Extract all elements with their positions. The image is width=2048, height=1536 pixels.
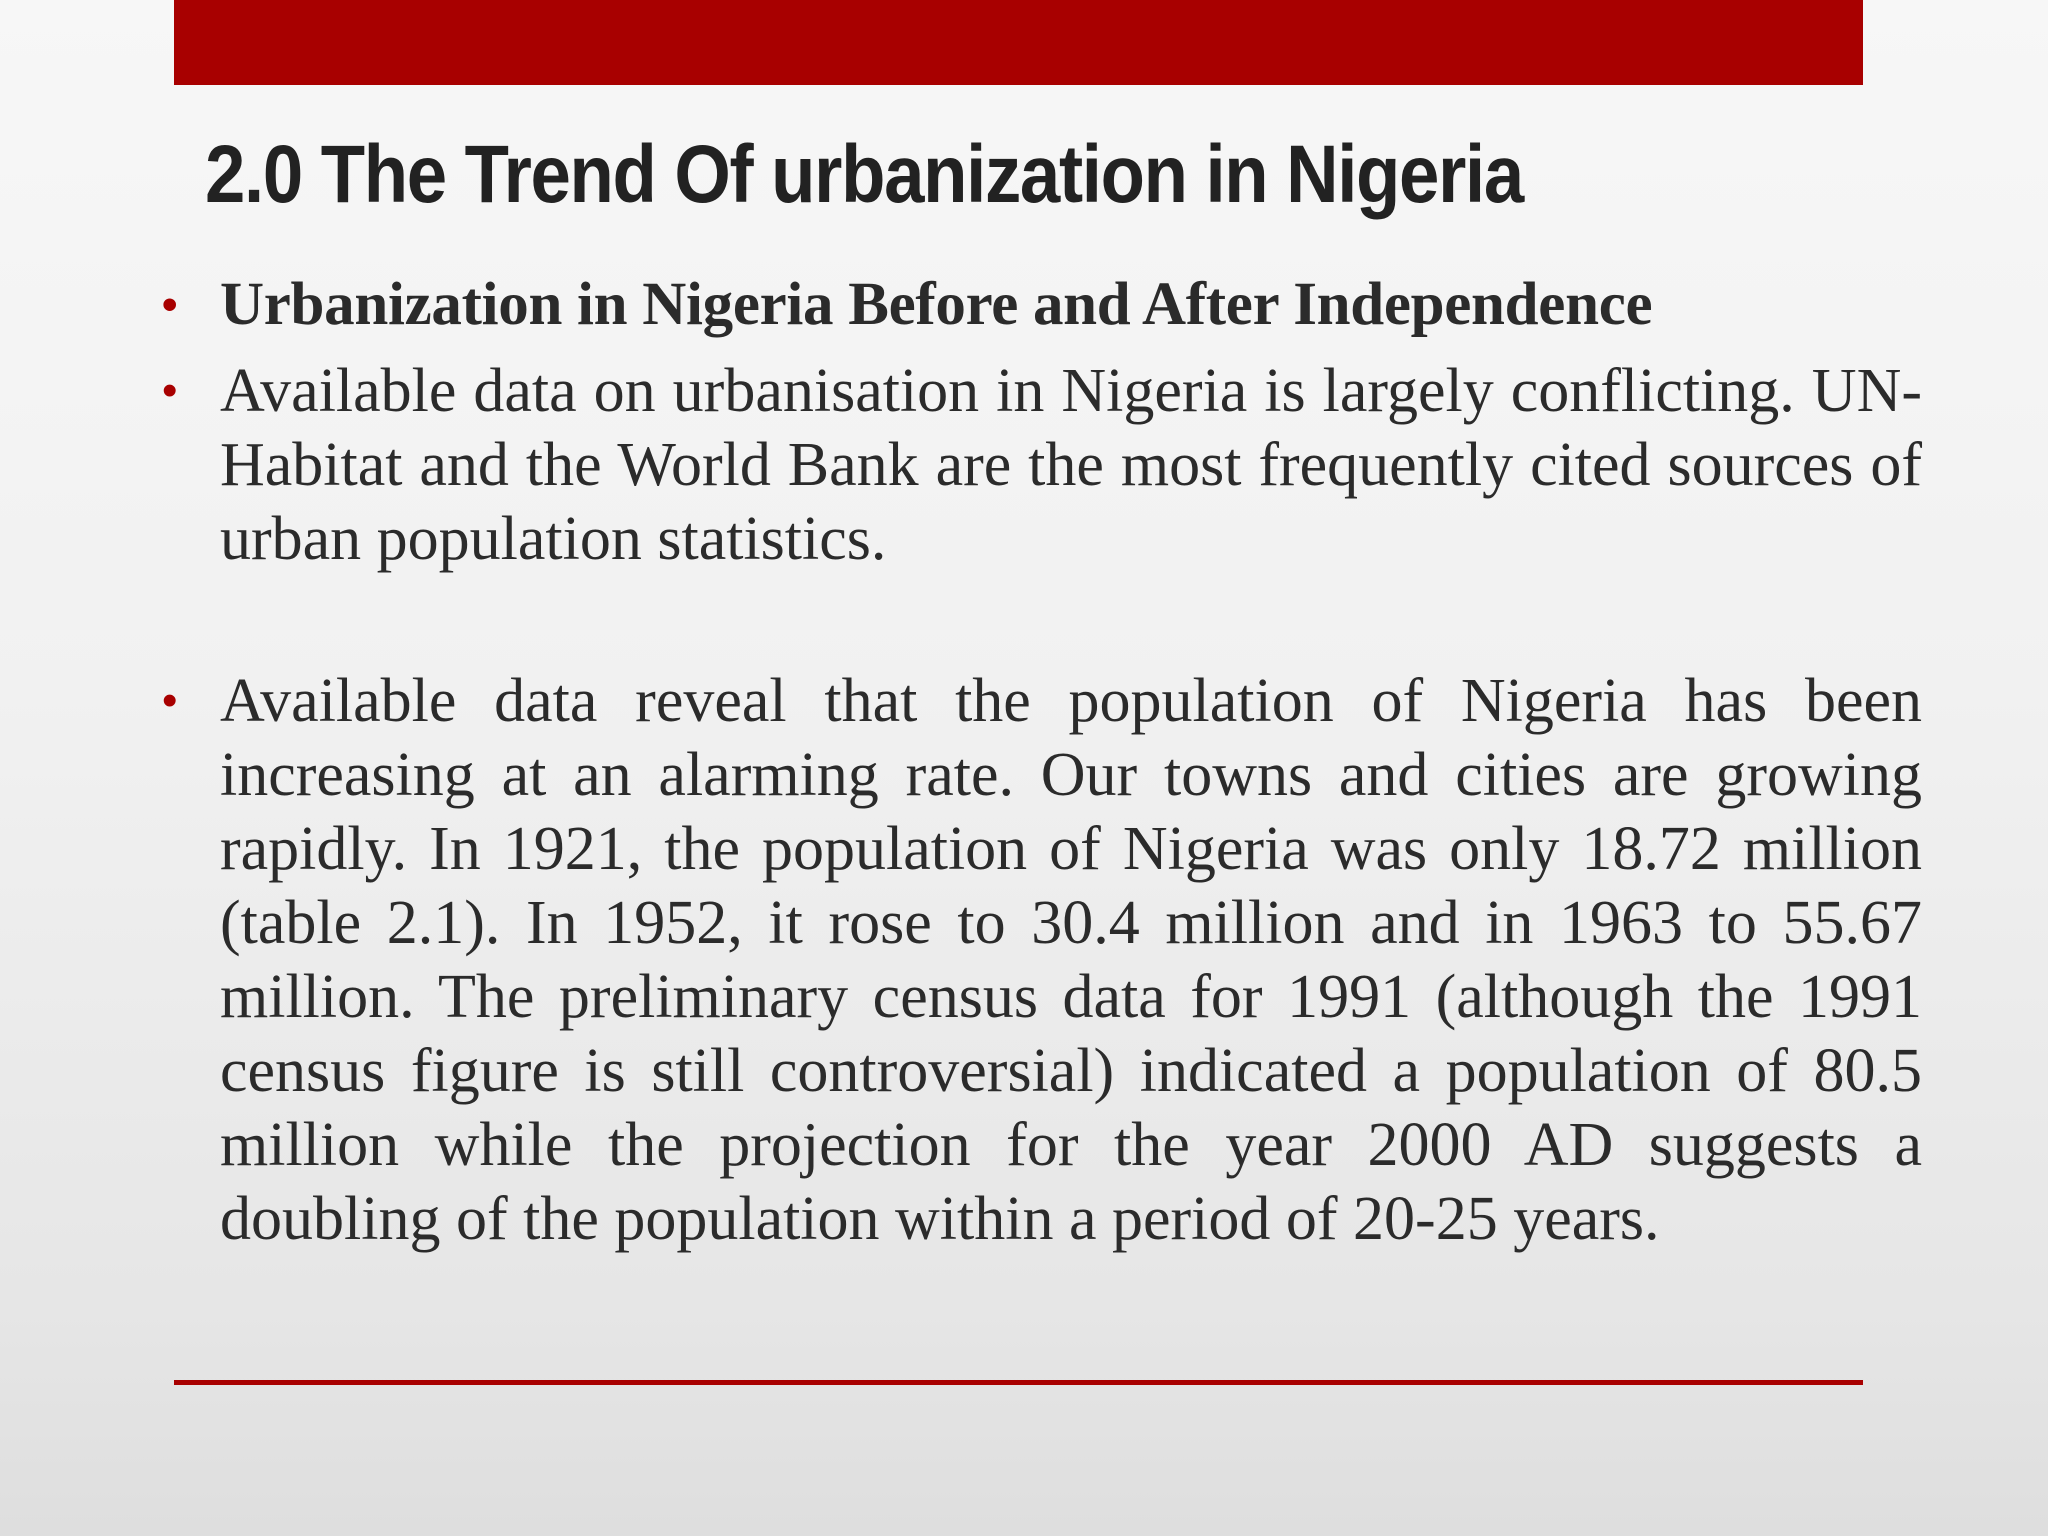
bullet-text: Available data on urbanisation in Nigeri… xyxy=(220,357,1922,573)
bullet-dot-icon: • xyxy=(162,676,178,725)
bullet-item-heading: • Urbanization in Nigeria Before and Aft… xyxy=(160,268,1922,342)
bullet-text: Available data reveal that the populatio… xyxy=(220,667,1922,1253)
bullet-item-data-sources: • Available data on urbanisation in Nige… xyxy=(160,354,1922,576)
top-accent-bar xyxy=(174,0,1863,85)
slide-title: 2.0 The Trend Of urbanization in Nigeria xyxy=(205,129,1524,220)
bottom-divider xyxy=(174,1380,1863,1385)
bullet-list: • Urbanization in Nigeria Before and Aft… xyxy=(160,268,1922,1256)
bullet-dot-icon: • xyxy=(162,280,178,329)
bullet-item-population-growth: • Available data reveal that the populat… xyxy=(160,664,1922,1256)
bullet-dot-icon: • xyxy=(162,366,178,415)
bullet-text: Urbanization in Nigeria Before and After… xyxy=(220,271,1653,338)
